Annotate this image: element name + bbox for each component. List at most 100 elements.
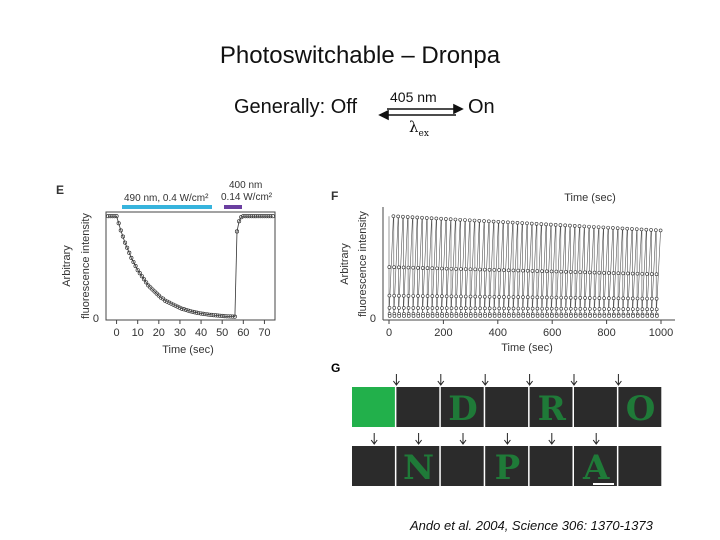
panel-f-point (654, 272, 659, 277)
panel-f-point (425, 266, 430, 270)
panel-e-y-tick-label: 0 (93, 313, 99, 325)
citation: Ando et al. 2004, Science 306: 1370-1373 (410, 518, 653, 533)
panel-f-point (545, 295, 549, 300)
panel-f-point (458, 217, 462, 222)
panel-f-point (616, 314, 621, 318)
panel-f-x-tick-label: 600 (543, 327, 561, 339)
panel-f-point (607, 307, 611, 311)
panel-f-point (577, 224, 582, 228)
panel-f-point (540, 295, 544, 300)
beam-400-label-b: 0.14 W/cm² (221, 192, 273, 203)
panel-f-point (654, 296, 659, 301)
panel-g-tile (440, 446, 484, 486)
panel-e-x-tick-label: 0 (114, 327, 120, 339)
panel-f-point (506, 306, 511, 311)
panel-f-x-tick-label: 800 (597, 327, 615, 339)
panel-g-tile (529, 387, 573, 427)
panel-f-point (487, 306, 492, 311)
panel-f-point (416, 306, 420, 310)
panel-f-point (397, 306, 401, 310)
panel-f-point (564, 269, 568, 274)
panel-f-point (554, 295, 559, 300)
panel-f-point (640, 296, 645, 301)
panel-f-point (521, 268, 525, 273)
panel-f-point (616, 271, 621, 276)
panel-f-point (569, 306, 573, 311)
panel-f-point (654, 307, 659, 312)
panel-g-letter-R: R (538, 389, 567, 429)
panel-f-point (478, 294, 482, 299)
panel-f-point (583, 307, 587, 311)
panel-f-point (634, 227, 639, 231)
panel-f-point (550, 314, 554, 318)
panel-f-point (454, 306, 459, 310)
panel-f-point (396, 214, 400, 219)
panel-f-point (607, 314, 611, 318)
panel-f-x-ticks: 0 200 400 600 800 1000 (386, 320, 673, 339)
panel-g-letter-O: O (626, 389, 656, 429)
panel-f-point (487, 267, 492, 272)
panel-f-point (392, 293, 396, 298)
panel-f-point (497, 295, 501, 299)
panel-e-x-tick-label: 70 (258, 327, 270, 339)
panel-f-point (597, 314, 602, 318)
panel-f-point (415, 215, 420, 220)
panel-f-point (516, 295, 521, 299)
panel-f-top-x-label: Time (sec) (564, 192, 616, 204)
panel-f-point (416, 294, 420, 298)
panel-f-point (401, 265, 406, 270)
panel-g-tile (574, 446, 617, 486)
panel-f-point (473, 306, 478, 311)
panel-f-point (635, 314, 640, 318)
panel-g-tile (618, 387, 662, 427)
panel-f-point (525, 295, 530, 300)
panel-f-point (426, 314, 430, 318)
panel-f-point (573, 270, 578, 274)
panel-e-x-tick-label: 40 (195, 327, 207, 339)
panel-f-point (502, 306, 506, 311)
panel-f-point (488, 314, 492, 318)
panel-f-y-ticks: 0 (370, 313, 376, 325)
panel-f-point (583, 314, 588, 318)
panel-f-point (616, 307, 621, 311)
panel-f-point (545, 306, 549, 311)
panel-g-arrow-icon (437, 374, 445, 386)
panel-f-points (387, 214, 663, 318)
panel-f-point (535, 295, 540, 300)
panel-f-point (501, 220, 505, 224)
panel-g-tile (485, 446, 529, 486)
panel-g-arrow-icon (415, 433, 422, 445)
panel-f-point (578, 270, 582, 274)
panel-f-point (439, 266, 444, 271)
panel-f-point (392, 314, 397, 318)
panel-f-point (444, 217, 448, 221)
panel-f-point (639, 227, 644, 232)
panel-f-point (554, 314, 559, 318)
panel-f-point (645, 272, 649, 276)
arrow-bottom-label: λex (409, 118, 429, 139)
panel-g-arrow-icon (570, 374, 578, 386)
panel-f-point (592, 225, 596, 229)
panel-f-point (549, 222, 553, 227)
panel-f-point (630, 296, 635, 301)
panel-f-point (559, 269, 563, 274)
panel-e-frame (105, 211, 276, 321)
panel-f-point (626, 314, 631, 318)
panel-g-arrow-icon (481, 374, 489, 386)
panel-f-point (454, 267, 458, 271)
panel-f-letter: F (331, 189, 338, 203)
panel-f-point (411, 306, 416, 310)
panel-f-point (478, 314, 483, 318)
panel-g-letter-N: N (403, 448, 434, 488)
panel-f-point (621, 307, 626, 311)
panel-g-arrow-icon (393, 374, 400, 386)
panel-f-point (583, 270, 587, 275)
panel-f-point (492, 314, 497, 318)
panel-f-x-label: Time (sec) (501, 342, 553, 354)
panel-e-x-tick-label: 60 (237, 327, 249, 339)
panel-f-point (444, 266, 449, 271)
panel-g-letter-P: P (495, 448, 521, 488)
panel-f-point (573, 314, 578, 318)
panel-f-point (544, 222, 548, 227)
